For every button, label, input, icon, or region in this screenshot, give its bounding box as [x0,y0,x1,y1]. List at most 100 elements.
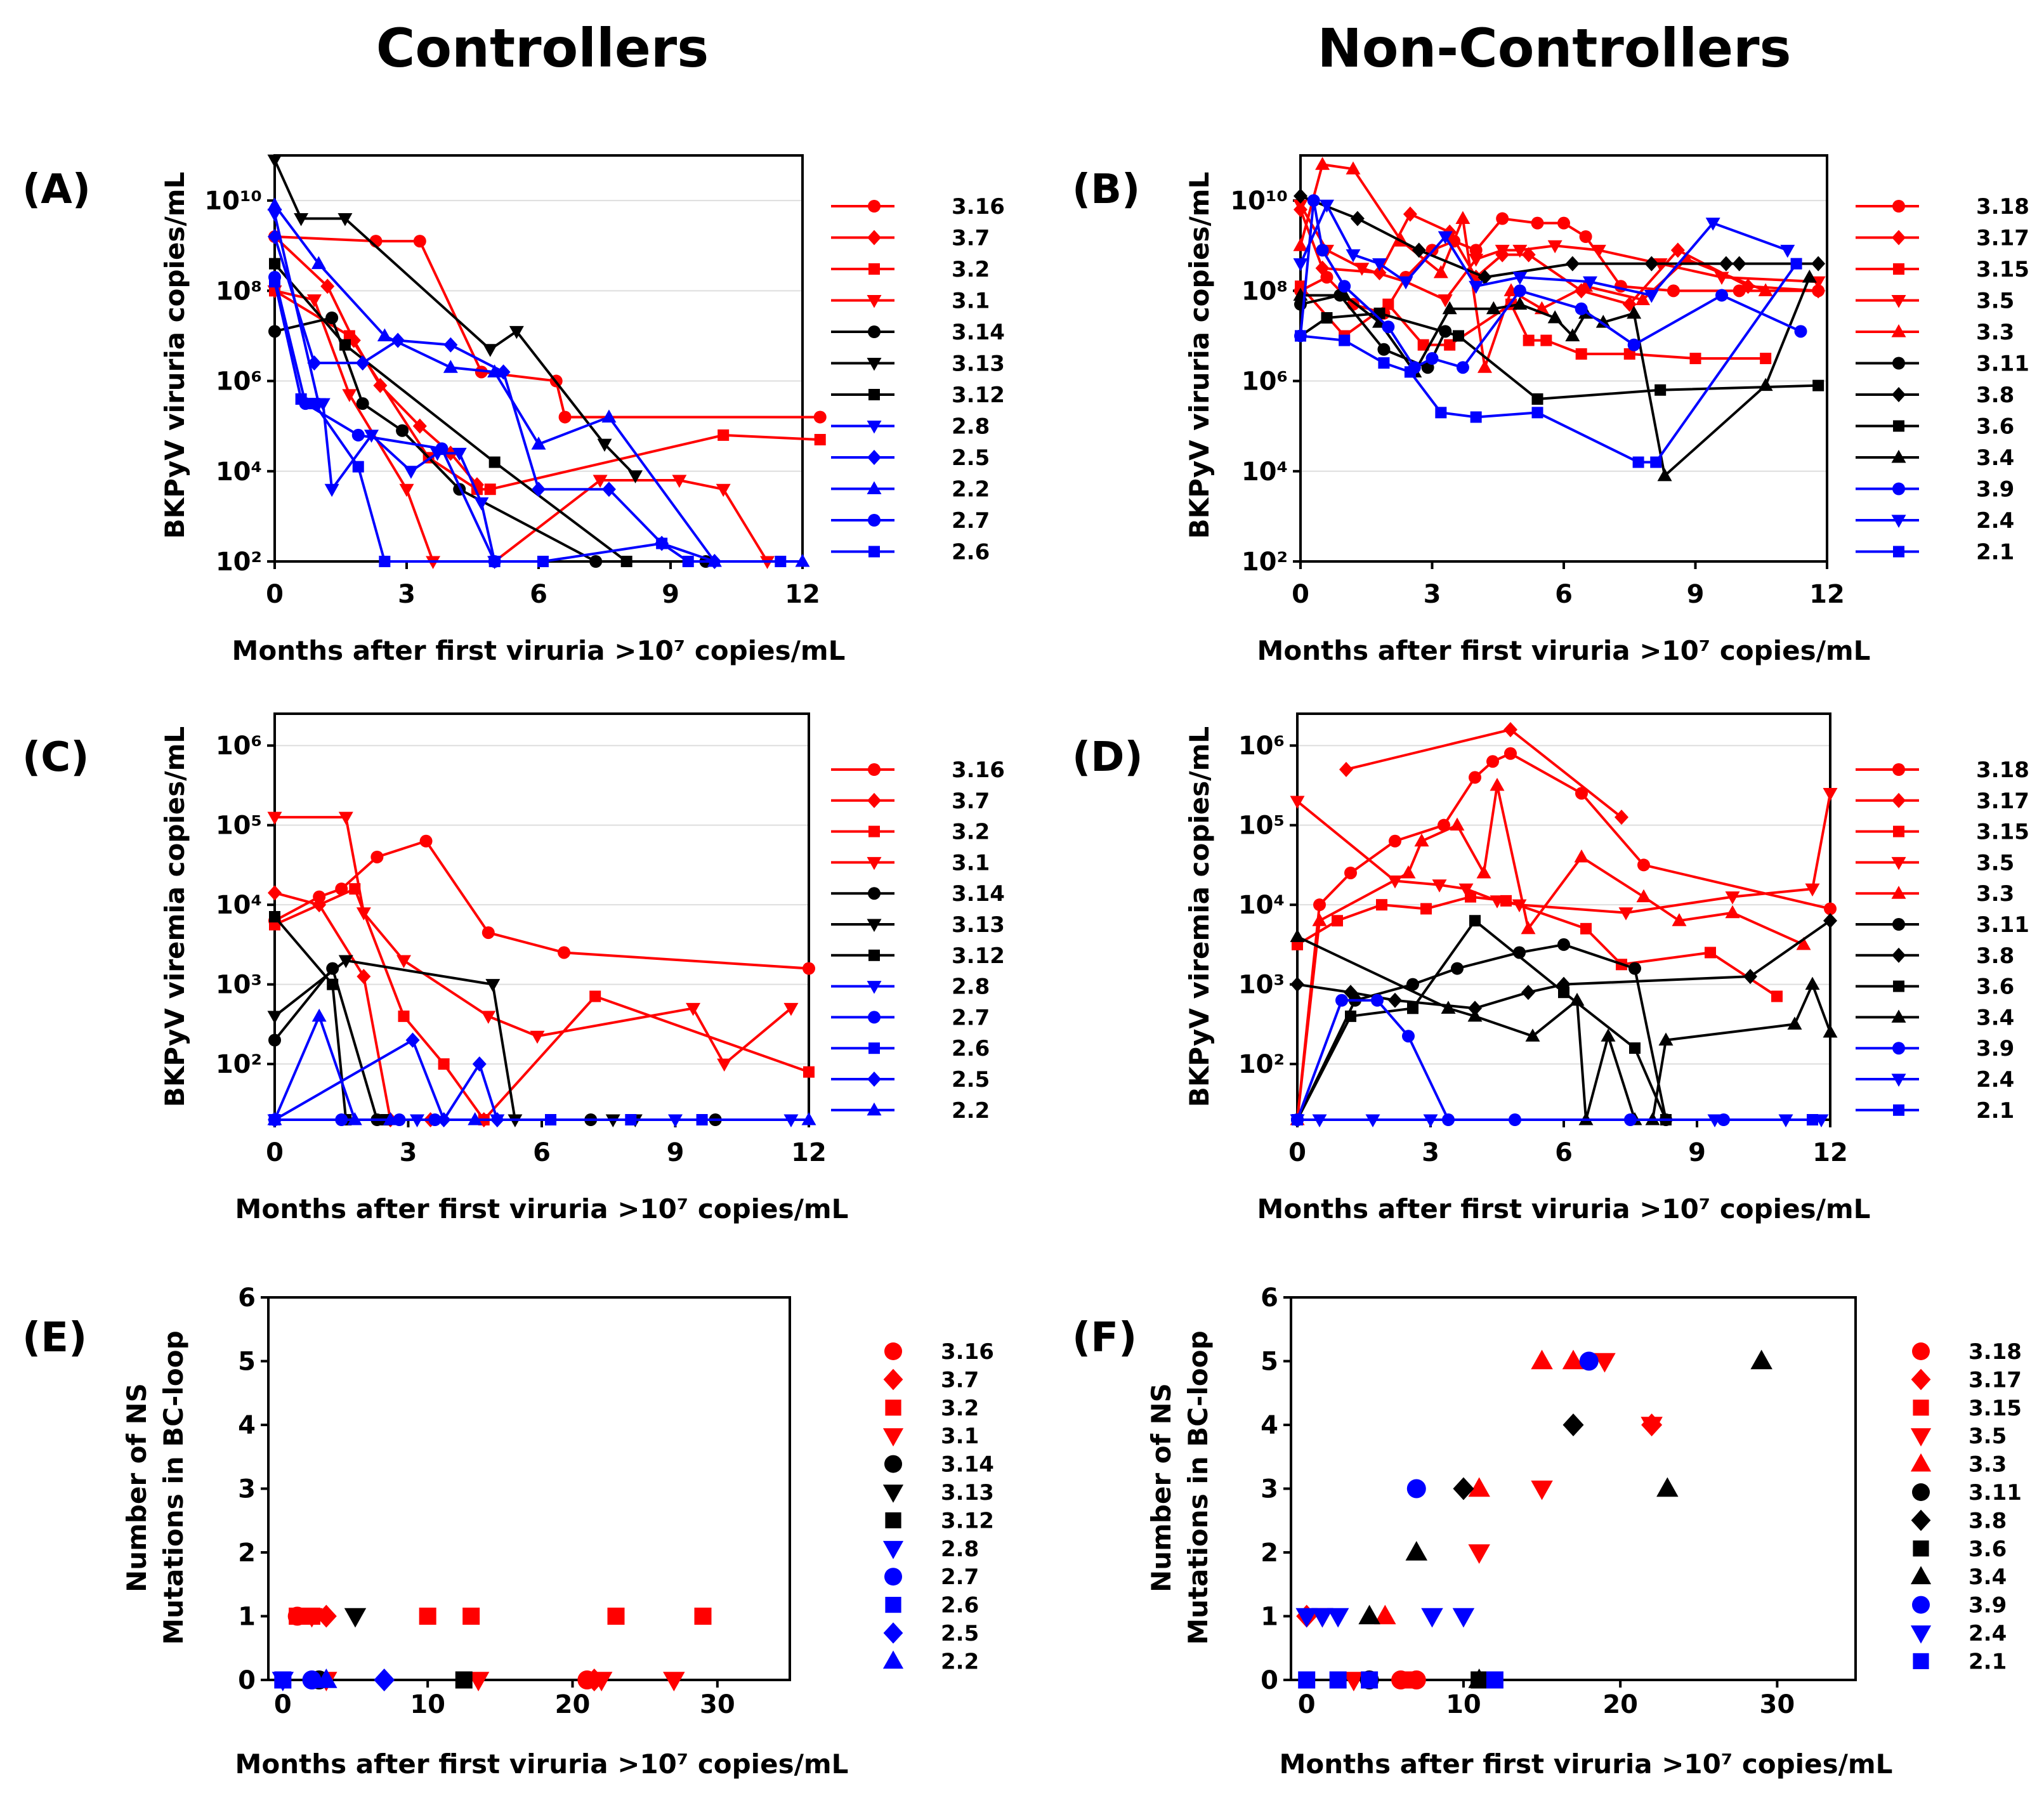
legend-item: 3.6 [1856,414,2014,440]
legend-marker [1891,295,1906,308]
legend-label: 3.17 [1976,789,2029,814]
data-point [590,1672,613,1691]
y-tick-label: 6 [1261,1283,1278,1313]
data-point [1531,393,1543,405]
panel-label: (D) [1072,734,1143,781]
y-tick-label: 10² [1238,1050,1285,1079]
y-tick-label: 10⁸ [1241,277,1288,306]
legend-item: 3.1 [831,850,990,875]
y-tick-label: 10⁵ [216,811,262,841]
legend-label: 3.12 [952,383,1005,408]
legend-label: 3.17 [1969,1367,2022,1393]
data-point [1562,1413,1584,1436]
data-point [311,256,326,270]
data-point [1513,284,1526,298]
data-point [1346,249,1361,263]
legend-item: 3.8 [1856,383,2014,408]
data-point [268,885,282,901]
legend-item: 3.18 [1856,757,2029,783]
data-point [1732,256,1746,272]
data-point [1512,272,1528,285]
series-line [1296,943,1667,1120]
data-point [801,1112,816,1125]
legend-label: 3.5 [1969,1424,2007,1449]
data-point [338,955,353,969]
data-point [1339,334,1351,346]
legend-item: 3.7 [831,789,990,814]
data-point [1388,992,1402,1008]
data-point [302,1670,322,1689]
data-point [717,429,730,441]
title-controllers: Controllers [376,17,709,79]
data-point [795,554,810,567]
data-point [435,442,449,456]
data-point [295,393,307,405]
legend-marker [867,1102,882,1116]
data-point [1796,936,1811,950]
data-point [1342,1672,1365,1691]
y-tick-label: 6 [238,1283,256,1313]
y-axis-title: Number of NS Mutations in BC-loop [121,1330,189,1644]
data-point [1594,1353,1616,1373]
x-tick-label: 9 [1687,580,1705,609]
legend-label: 2.8 [952,414,990,440]
data-point [267,1011,282,1024]
data-point [325,312,339,324]
series-line [1296,784,1804,1120]
data-point [1344,866,1357,879]
data-point [1315,260,1330,276]
series-2.5 [374,1669,395,1691]
legend-label: 3.9 [1976,1036,2014,1061]
data-point [1313,898,1326,912]
legend-label: 3.16 [941,1339,994,1365]
legend-marker [1892,918,1905,931]
data-point [396,955,411,969]
data-point [1467,1008,1483,1022]
x-tick-label: 0 [1288,1138,1306,1167]
x-tick-label: 0 [274,1690,292,1719]
data-point [311,1008,327,1022]
legend-label: 3.18 [1969,1339,2022,1365]
data-point [356,397,369,410]
data-point [803,1066,815,1078]
y-axis-title-line: Mutations in BC-loop [158,1330,189,1644]
series-3.2 [269,883,815,1125]
data-point [1504,722,1517,738]
data-point [1469,254,1484,267]
legend-item: 3.17 [1856,226,2029,251]
series-line [1300,277,1811,477]
legend-item: 3.1 [882,1424,979,1449]
data-point [324,483,339,497]
legend-marker [1912,1483,1930,1501]
data-point [1794,325,1807,338]
data-point [1435,407,1447,419]
series-line [1296,999,1724,1121]
data-point [1578,279,1594,292]
y-tick-label: 2 [1261,1538,1278,1568]
data-point [1338,280,1351,293]
data-point [1802,270,1817,283]
series-3.15 [1292,891,1783,1002]
data-point [1758,377,1773,391]
data-point [509,325,524,339]
data-point [1547,310,1562,324]
data-point [343,330,355,342]
data-point [1293,258,1308,272]
legend-marker [1892,200,1905,213]
data-point [485,979,501,992]
data-point [1382,320,1395,334]
data-point [1398,276,1413,290]
legend-label: 2.4 [1976,508,2014,534]
data-point [356,907,371,921]
legend-item: 3.3 [1910,1452,2007,1478]
data-point [1327,1608,1349,1628]
data-point [1521,985,1535,1000]
x-tick-label: 3 [398,580,416,609]
legend-item: 2.6 [831,1036,990,1061]
series-3.4 [1358,1349,1772,1688]
data-point [1595,315,1611,328]
series-3.3 [1374,1349,1585,1625]
y-tick-label: 1 [1261,1603,1278,1632]
data-point [1469,244,1483,257]
y-tick-label: 10² [216,548,262,577]
